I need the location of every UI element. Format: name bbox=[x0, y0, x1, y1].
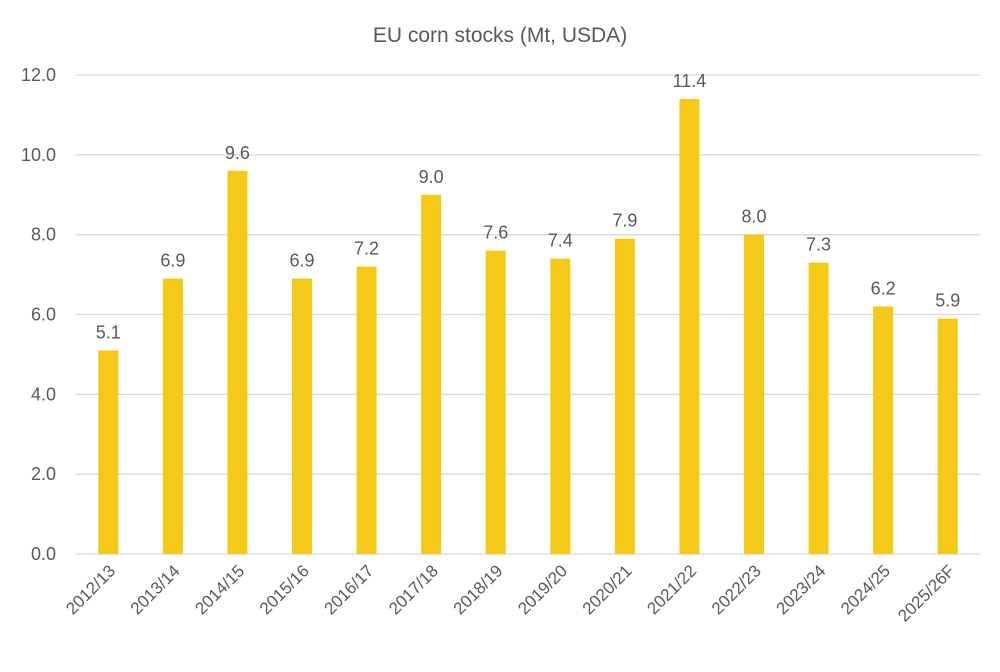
x-tick-label: 2014/15 bbox=[191, 561, 248, 618]
x-tick-label: 2017/18 bbox=[385, 561, 442, 618]
x-tick-label: 2012/13 bbox=[62, 561, 119, 618]
bar bbox=[744, 234, 764, 554]
data-label: 5.9 bbox=[935, 290, 960, 310]
bar bbox=[808, 262, 829, 554]
data-label: 7.9 bbox=[612, 211, 637, 231]
x-tick-label: 2016/17 bbox=[321, 561, 378, 618]
y-tick-label: 6.0 bbox=[31, 305, 56, 325]
x-tick-label: 2019/20 bbox=[514, 561, 571, 618]
y-tick-label: 2.0 bbox=[31, 464, 56, 484]
bar bbox=[227, 170, 248, 555]
x-tick-label: 2022/23 bbox=[708, 561, 765, 618]
bar bbox=[485, 250, 506, 554]
data-label: 6.2 bbox=[871, 279, 896, 299]
data-label: 6.9 bbox=[160, 251, 185, 271]
data-label: 8.0 bbox=[741, 207, 766, 227]
bar bbox=[873, 306, 894, 554]
bar bbox=[292, 278, 312, 554]
y-tick-label: 0.0 bbox=[31, 544, 56, 564]
x-tick-label: 2018/19 bbox=[450, 561, 507, 618]
y-tick-label: 12.0 bbox=[21, 65, 56, 85]
y-tick-label: 10.0 bbox=[21, 145, 56, 165]
data-label: 9.6 bbox=[225, 143, 250, 163]
y-tick-label: 8.0 bbox=[31, 225, 56, 245]
x-tick-label: 2021/22 bbox=[643, 561, 700, 618]
data-label: 9.0 bbox=[419, 167, 444, 187]
data-label: 11.4 bbox=[673, 71, 707, 91]
data-label: 6.9 bbox=[289, 251, 314, 271]
bar bbox=[162, 278, 183, 554]
x-tick-label: 2013/14 bbox=[127, 561, 184, 618]
bar bbox=[421, 194, 442, 554]
bar bbox=[614, 238, 635, 555]
x-tick-label: 2024/25 bbox=[837, 561, 894, 618]
x-tick-label: 2015/16 bbox=[256, 561, 313, 618]
data-label: 7.2 bbox=[354, 239, 379, 259]
data-label: 5.1 bbox=[96, 322, 121, 342]
x-tick-label: 2020/21 bbox=[579, 561, 636, 618]
bar bbox=[937, 318, 958, 554]
bar bbox=[98, 350, 119, 554]
chart-title: EU corn stocks (Mt, USDA) bbox=[373, 24, 627, 47]
x-tick-label: 2025/26F bbox=[894, 561, 958, 625]
bar bbox=[679, 98, 700, 554]
data-label: 7.4 bbox=[548, 231, 573, 251]
bar bbox=[356, 266, 377, 554]
x-tick-label: 2023/24 bbox=[773, 561, 830, 618]
bar bbox=[550, 258, 571, 554]
data-label: 7.6 bbox=[483, 223, 508, 243]
y-tick-label: 4.0 bbox=[31, 384, 56, 404]
data-label: 7.3 bbox=[806, 235, 831, 255]
